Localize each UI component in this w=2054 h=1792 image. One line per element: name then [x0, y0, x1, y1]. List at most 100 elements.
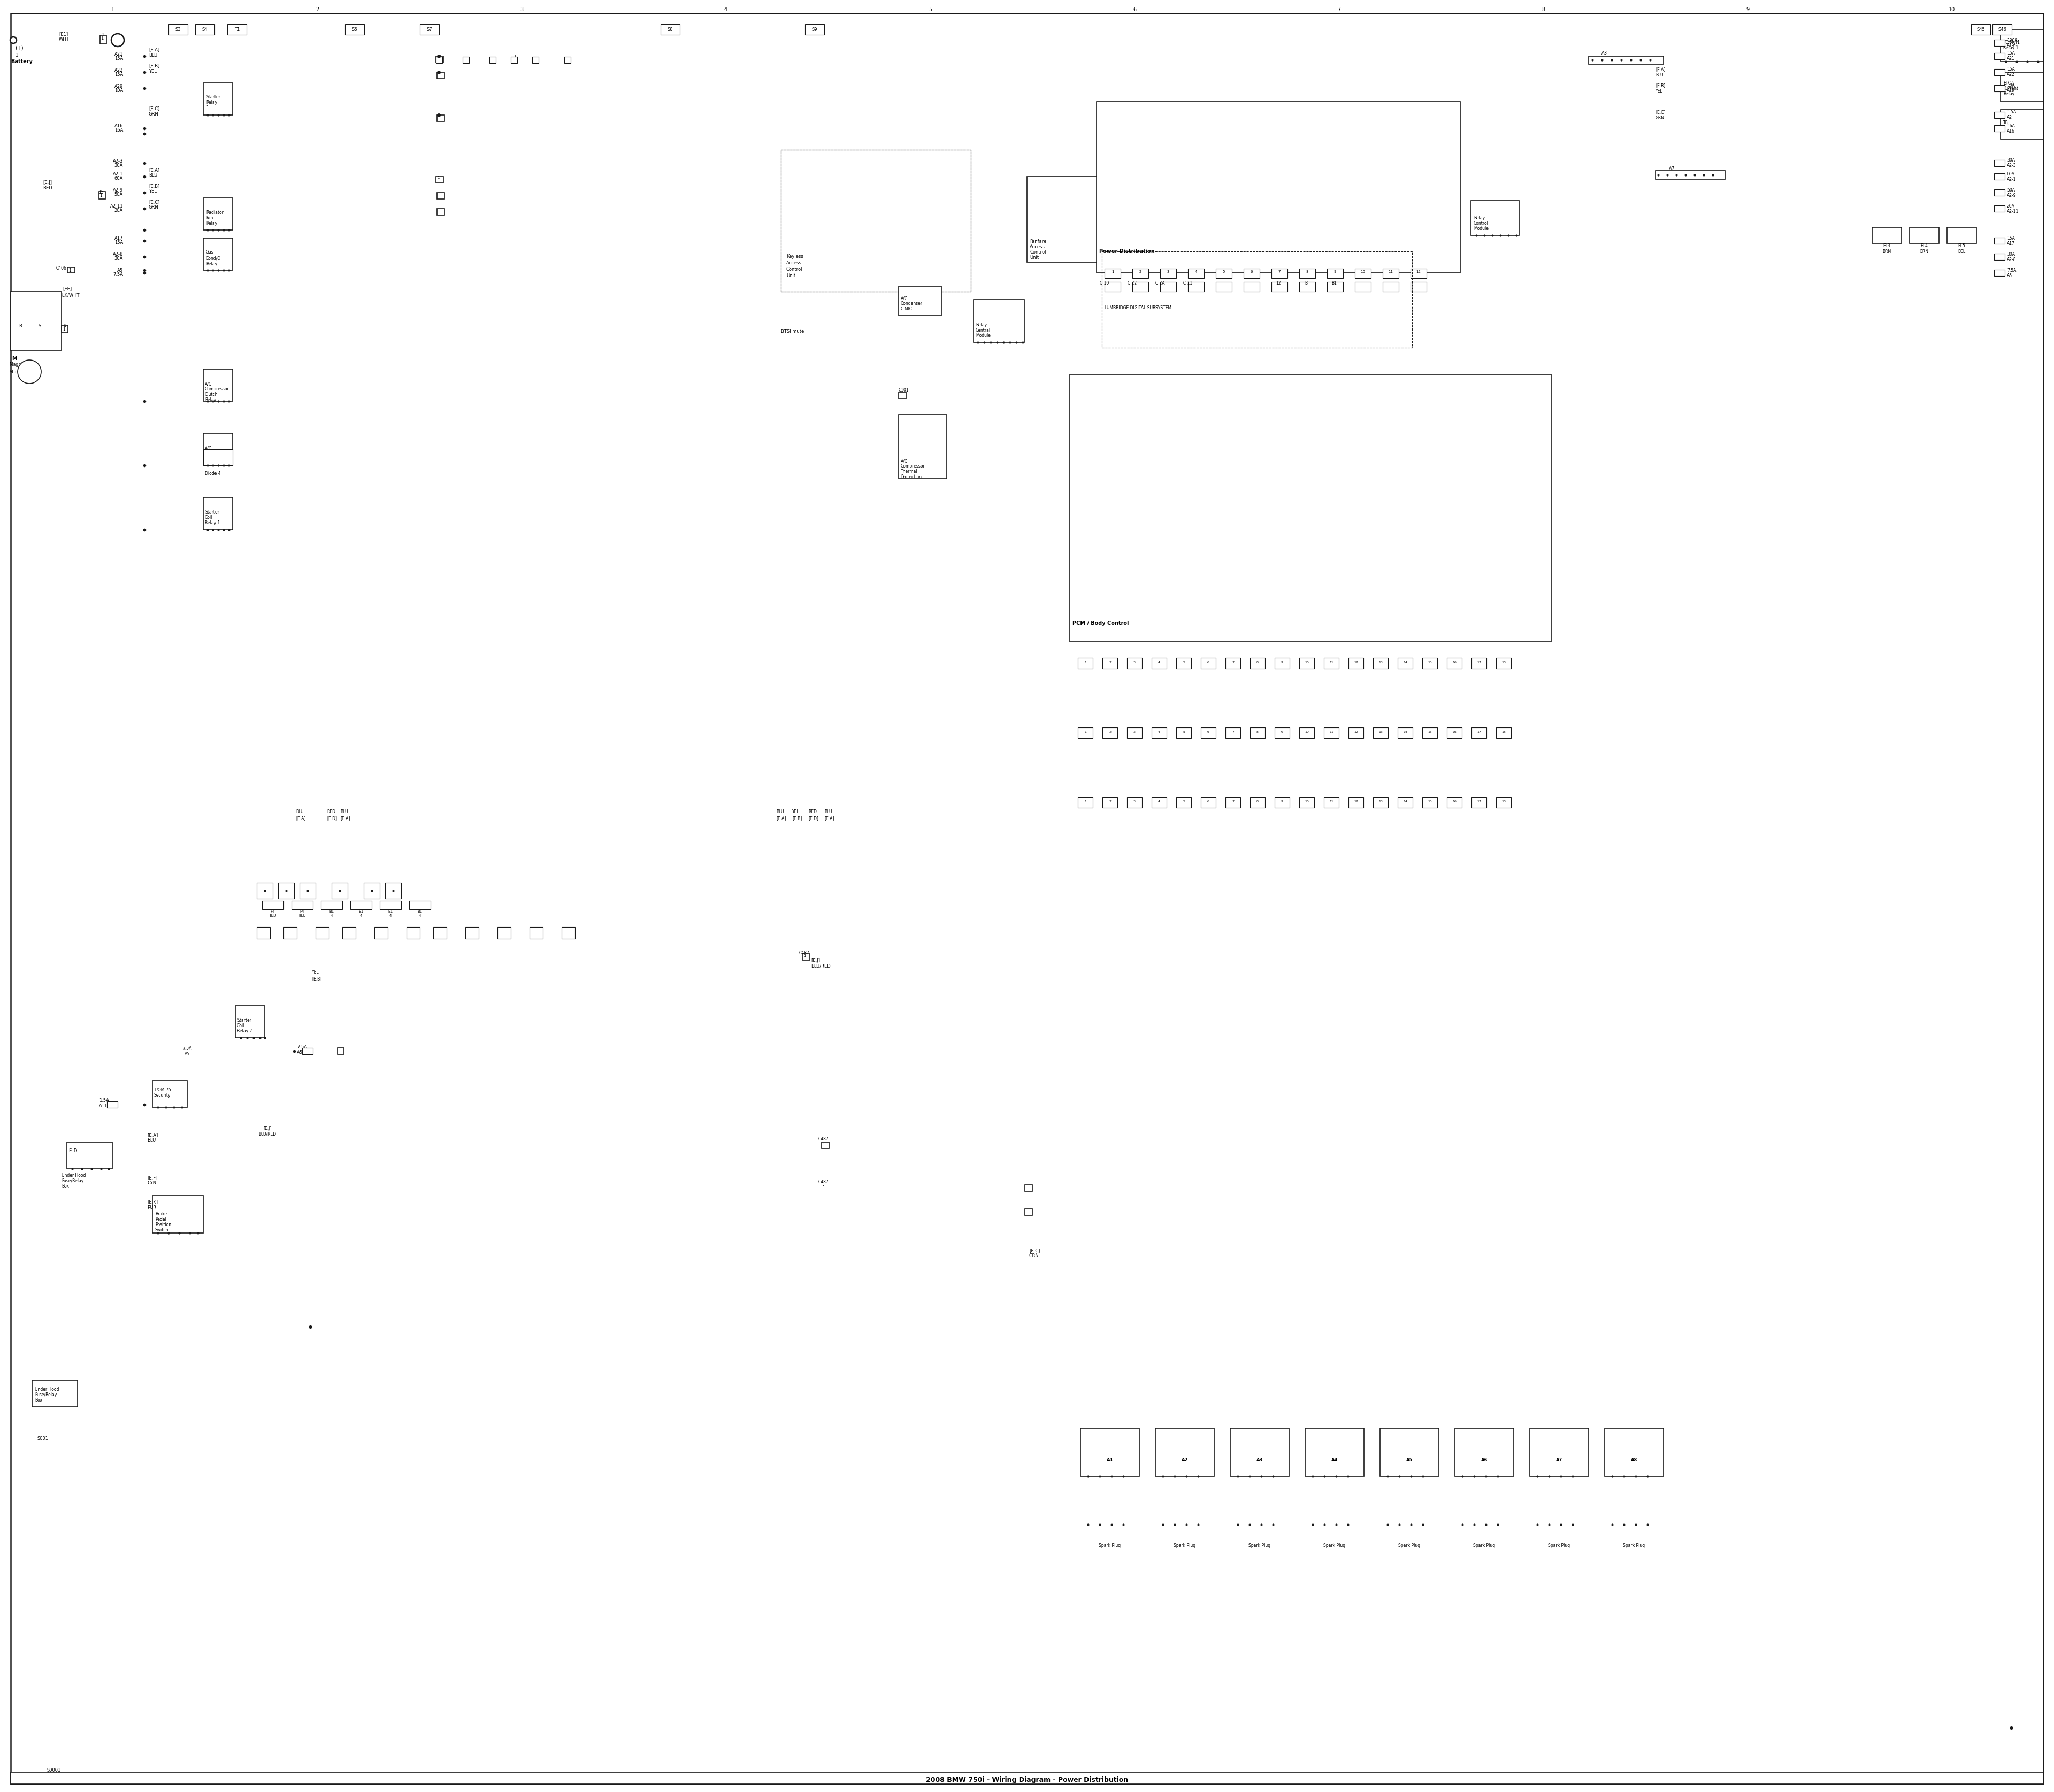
Bar	[203, 369, 232, 401]
Text: 15A: 15A	[115, 240, 123, 246]
Text: ETC-5: ETC-5	[2003, 81, 2015, 86]
Text: [E.A]: [E.A]	[341, 815, 349, 821]
Text: BLU: BLU	[148, 52, 158, 57]
Text: IPOM-75: IPOM-75	[154, 1088, 170, 1093]
Text: A2-3: A2-3	[2007, 163, 2017, 168]
Text: B: B	[18, 324, 23, 328]
Text: 1: 1	[14, 52, 18, 57]
Text: Relay 1: Relay 1	[2003, 47, 2019, 50]
Text: T4: T4	[62, 324, 66, 328]
Text: 2008 BMW 750i - Wiring Diagram - Power Distribution: 2008 BMW 750i - Wiring Diagram - Power D…	[926, 1776, 1128, 1783]
Bar	[1202, 658, 1216, 668]
Bar	[168, 23, 187, 34]
Bar	[1994, 206, 2005, 211]
Bar	[1495, 728, 1512, 738]
Text: 2: 2	[1109, 731, 1111, 733]
Text: 3: 3	[520, 7, 524, 13]
Bar	[805, 23, 824, 34]
Bar	[781, 151, 972, 292]
Text: 30A: 30A	[115, 256, 123, 262]
Bar	[300, 883, 316, 898]
Bar	[203, 450, 232, 466]
Bar	[1994, 70, 2005, 75]
Text: Spark Plug: Spark Plug	[1249, 1543, 1271, 1548]
Bar	[1397, 658, 1413, 668]
Bar	[1495, 797, 1512, 808]
Text: [E1]: [E1]	[60, 32, 68, 36]
Bar	[1276, 797, 1290, 808]
Text: 7: 7	[1232, 731, 1234, 733]
Bar	[1421, 658, 1438, 668]
Text: 15A: 15A	[115, 56, 123, 61]
Text: 3: 3	[1134, 731, 1136, 733]
Bar	[435, 57, 442, 63]
Bar	[1271, 269, 1288, 278]
Text: [EE]: [EE]	[62, 287, 72, 292]
Text: S: S	[39, 324, 41, 328]
Text: CYN: CYN	[148, 1181, 156, 1186]
Bar	[203, 197, 232, 229]
Text: 100A: 100A	[2007, 38, 2017, 43]
Text: LUMBRIDGE DIGITAL SUBSYSTEM: LUMBRIDGE DIGITAL SUBSYSTEM	[1105, 305, 1171, 310]
Bar	[1226, 728, 1241, 738]
Bar	[68, 1142, 113, 1168]
Text: A7: A7	[1668, 167, 1674, 170]
Text: Starter: Starter	[205, 95, 220, 100]
Text: 30A: 30A	[2007, 158, 2015, 163]
Text: A/C: A/C	[902, 296, 908, 301]
Bar	[195, 23, 214, 34]
Text: 2: 2	[1109, 799, 1111, 803]
Bar	[1105, 281, 1121, 292]
Text: A8: A8	[1631, 1459, 1637, 1462]
Bar	[1994, 174, 2005, 179]
Text: 7: 7	[1232, 661, 1234, 663]
Bar	[1226, 658, 1241, 668]
Bar	[1372, 797, 1389, 808]
Bar	[374, 926, 388, 939]
Bar	[1152, 728, 1167, 738]
Bar	[337, 1048, 343, 1054]
Bar	[203, 238, 232, 271]
Bar	[2001, 29, 2044, 61]
Text: Module: Module	[1473, 226, 1489, 231]
Bar	[803, 953, 809, 961]
Text: C 10: C 10	[1101, 281, 1109, 287]
Bar	[1588, 56, 1664, 65]
Bar	[530, 926, 542, 939]
Bar	[1251, 797, 1265, 808]
Text: 10: 10	[1304, 731, 1308, 733]
Bar	[1471, 797, 1487, 808]
Bar	[1300, 269, 1315, 278]
Text: A2-9: A2-9	[113, 188, 123, 194]
Bar	[2001, 109, 2044, 140]
Bar	[1230, 1428, 1290, 1477]
Text: 12: 12	[1415, 271, 1421, 274]
Bar	[152, 1081, 187, 1107]
Text: 17: 17	[1477, 661, 1481, 663]
Bar	[1216, 269, 1232, 278]
Bar	[1454, 1428, 1514, 1477]
Text: C 2A: C 2A	[1156, 281, 1165, 287]
Text: 1: 1	[567, 54, 569, 57]
Bar	[302, 1048, 312, 1054]
Text: Unit: Unit	[1029, 256, 1039, 260]
Text: A5: A5	[2007, 272, 2013, 278]
Bar	[1187, 281, 1204, 292]
Text: 18: 18	[1501, 731, 1506, 733]
Text: ELD: ELD	[68, 1149, 78, 1154]
Bar	[1243, 281, 1259, 292]
Bar	[1325, 797, 1339, 808]
Text: 6: 6	[1208, 731, 1210, 733]
Bar	[1446, 658, 1462, 668]
Text: 16: 16	[1452, 799, 1456, 803]
Bar	[1530, 1428, 1588, 1477]
Text: Condenser: Condenser	[902, 301, 922, 306]
Bar	[900, 392, 906, 398]
Bar	[1994, 190, 2005, 195]
Text: S8: S8	[668, 27, 674, 32]
Text: A16: A16	[115, 124, 123, 129]
Text: [E.A]: [E.A]	[148, 47, 160, 52]
Bar	[1910, 228, 1939, 244]
Text: Fuse/Relay: Fuse/Relay	[62, 1179, 84, 1183]
Text: 20A: 20A	[115, 208, 123, 213]
